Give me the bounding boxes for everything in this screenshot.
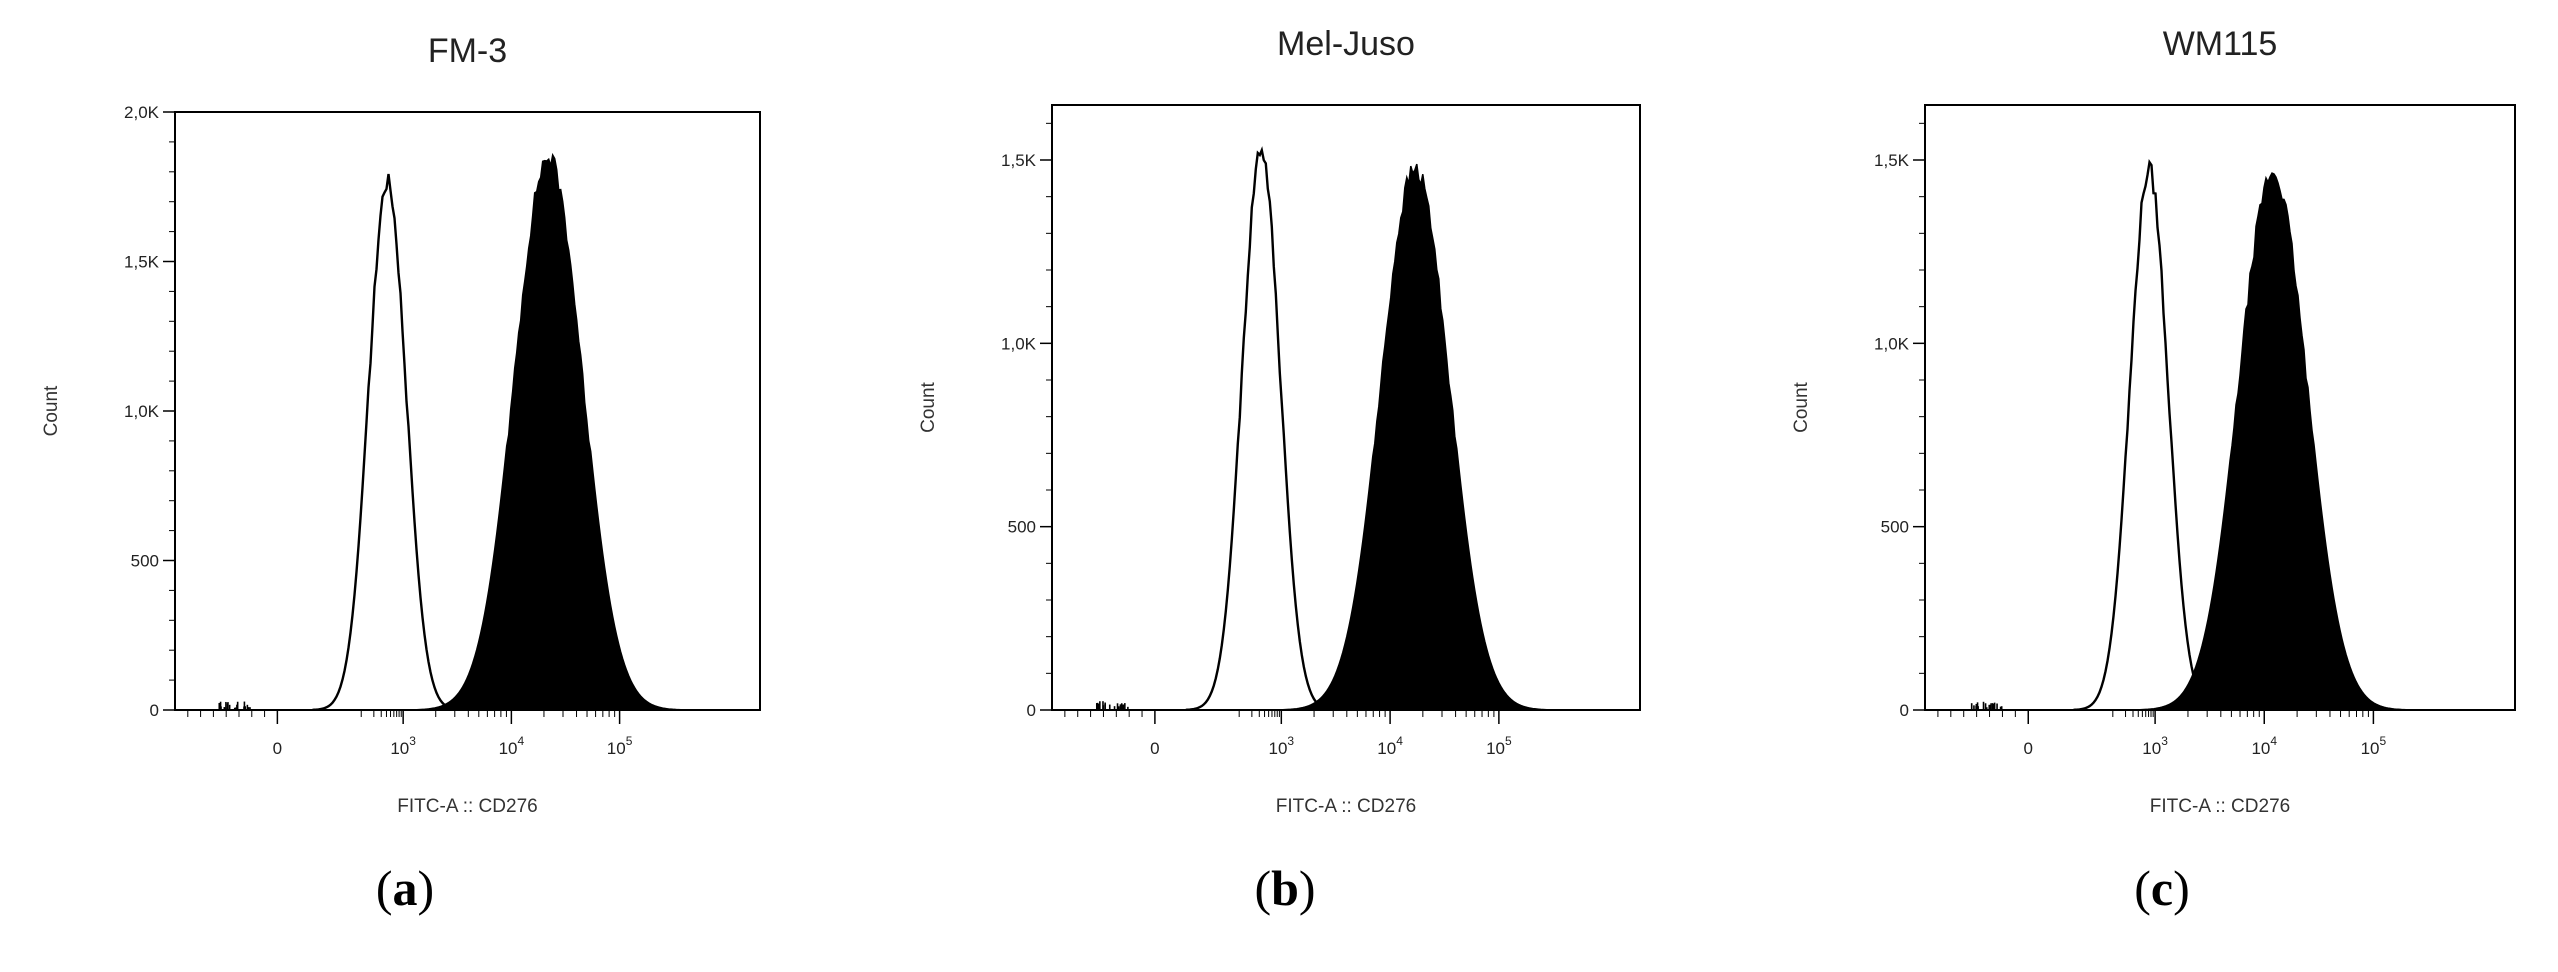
x-tick-exponent: 4 bbox=[1396, 734, 1403, 748]
x-tick-exponent: 4 bbox=[517, 734, 524, 748]
x-tick-label: 104 bbox=[499, 734, 525, 758]
x-tick-label: 105 bbox=[1486, 734, 1512, 758]
y-tick-label: 1,0K bbox=[1001, 334, 1037, 353]
x-tick-exponent: 5 bbox=[2380, 734, 2387, 748]
caption-paren: ) bbox=[2173, 860, 2190, 916]
x-axis-label: FITC-A :: CD276 bbox=[1276, 796, 1416, 817]
x-tick-label: 103 bbox=[390, 734, 416, 758]
y-tick-label: 0 bbox=[1900, 701, 1909, 720]
plot-frame bbox=[1924, 104, 2516, 711]
x-axis-label: FITC-A :: CD276 bbox=[2150, 796, 2290, 817]
histogram-series-0 bbox=[312, 173, 461, 711]
x-tick-base: 10 bbox=[2142, 739, 2161, 758]
x-tick-base: 10 bbox=[2361, 739, 2380, 758]
x-tick-base: 10 bbox=[2251, 739, 2270, 758]
plot-frame bbox=[1051, 104, 1641, 711]
histogram-series-0 bbox=[2073, 158, 2224, 711]
caption-letter: c bbox=[2151, 860, 2173, 916]
y-axis-label: Count bbox=[918, 381, 939, 432]
caption-letter: a bbox=[393, 860, 418, 916]
x-tick-label: 103 bbox=[2142, 734, 2168, 758]
y-tick-label: 2,0K bbox=[124, 103, 160, 122]
y-tick-label: 500 bbox=[131, 552, 159, 571]
x-tick-label: 0 bbox=[273, 739, 282, 758]
x-tick-label: 105 bbox=[607, 734, 633, 758]
x-tick-label: 0 bbox=[2024, 739, 2033, 758]
x-tick-base: 10 bbox=[1486, 739, 1505, 758]
x-tick-label: 104 bbox=[2251, 734, 2277, 758]
caption-paren: ) bbox=[418, 860, 435, 916]
x-tick-base: 10 bbox=[1269, 739, 1288, 758]
caption-paren: ( bbox=[2134, 860, 2151, 916]
caption-letter: b bbox=[1271, 860, 1299, 916]
y-axis-label: Count bbox=[1791, 381, 1812, 432]
x-tick-base: 10 bbox=[499, 739, 518, 758]
x-tick-base: 10 bbox=[607, 739, 626, 758]
x-tick-base: 10 bbox=[390, 739, 409, 758]
y-tick-label: 1,0K bbox=[1874, 334, 1910, 353]
chart-title: Mel-Juso bbox=[1277, 25, 1415, 63]
plot-frame bbox=[174, 111, 761, 711]
caption-paren: ) bbox=[1299, 860, 1316, 916]
x-tick-exponent: 4 bbox=[2270, 734, 2277, 748]
x-tick-exponent: 5 bbox=[1505, 734, 1512, 748]
x-tick-label: 104 bbox=[1377, 734, 1403, 758]
x-tick-exponent: 3 bbox=[2161, 734, 2168, 748]
x-tick-exponent: 3 bbox=[1287, 734, 1294, 748]
panel-caption: (b) bbox=[1254, 860, 1315, 916]
caption-paren: ( bbox=[376, 860, 393, 916]
panel-caption: (c) bbox=[2134, 860, 2190, 916]
y-tick-label: 1,0K bbox=[124, 402, 160, 421]
x-tick-base: 0 bbox=[2024, 739, 2033, 758]
y-axis-label: Count bbox=[41, 385, 62, 436]
histogram-series-1 bbox=[411, 152, 684, 711]
histogram-series-1 bbox=[2135, 172, 2409, 711]
x-tick-label: 105 bbox=[2361, 734, 2387, 758]
chart-title: FM-3 bbox=[428, 32, 507, 70]
y-tick-label: 1,5K bbox=[1874, 151, 1910, 170]
y-tick-label: 1,5K bbox=[124, 253, 160, 272]
x-tick-base: 10 bbox=[1377, 739, 1396, 758]
x-tick-base: 0 bbox=[1150, 739, 1159, 758]
histogram-series-0 bbox=[1185, 146, 1336, 711]
y-tick-label: 0 bbox=[1027, 701, 1036, 720]
x-axis-label: FITC-A :: CD276 bbox=[397, 796, 537, 817]
x-tick-label: 0 bbox=[1150, 739, 1159, 758]
y-tick-label: 0 bbox=[150, 701, 159, 720]
caption-paren: ( bbox=[1254, 860, 1271, 916]
panel-caption: (a) bbox=[376, 860, 434, 916]
y-tick-label: 500 bbox=[1881, 518, 1909, 537]
x-tick-exponent: 5 bbox=[626, 734, 633, 748]
x-tick-base: 0 bbox=[273, 739, 282, 758]
histogram-series-1 bbox=[1278, 163, 1552, 711]
chart-title: WM115 bbox=[2163, 25, 2278, 63]
x-tick-label: 103 bbox=[1269, 734, 1295, 758]
y-tick-label: 500 bbox=[1008, 518, 1036, 537]
x-tick-exponent: 3 bbox=[409, 734, 416, 748]
y-tick-label: 1,5K bbox=[1001, 151, 1037, 170]
